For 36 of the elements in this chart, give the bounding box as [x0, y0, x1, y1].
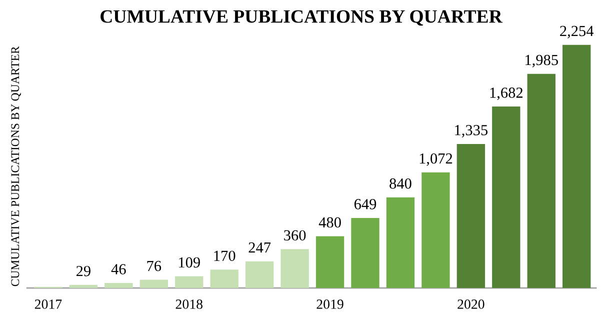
- data-label: 360: [284, 230, 306, 240]
- chart-title: CUMULATIVE PUBLICATIONS BY QUARTER: [100, 10, 503, 26]
- bar: [316, 236, 344, 288]
- data-label: 46: [111, 264, 126, 274]
- data-label: 1,682: [490, 88, 522, 100]
- data-label: 1,985: [526, 54, 558, 68]
- bar: [69, 284, 98, 288]
- x-tick-label: 2019: [316, 300, 344, 309]
- data-label: 109: [179, 257, 200, 268]
- data-label: 29: [76, 266, 90, 276]
- bar: [492, 106, 520, 288]
- x-tick-label: 2020: [458, 300, 484, 309]
- bar: [386, 197, 415, 288]
- bar: [280, 249, 309, 288]
- data-label: 170: [214, 250, 236, 261]
- data-label: 1,335: [455, 125, 488, 138]
- bar: [175, 276, 204, 288]
- bar: [562, 44, 591, 288]
- bar: [140, 280, 168, 288]
- bar: [210, 270, 238, 288]
- bar: [245, 261, 274, 288]
- x-tick-label: 2018: [176, 300, 202, 309]
- data-label: 247: [248, 242, 271, 253]
- data-label: 480: [318, 217, 341, 228]
- x-tick-label: 2017: [34, 300, 62, 309]
- bar: [456, 144, 486, 288]
- data-label: 1,072: [420, 153, 452, 166]
- data-label: 649: [354, 199, 376, 210]
- bar: [527, 74, 556, 288]
- data-label: 76: [147, 260, 162, 272]
- bar: [351, 218, 380, 288]
- y-axis-title: CUMULATIVE PUBLICATIONS BY QUARTER: [11, 46, 21, 286]
- bar: [422, 172, 450, 288]
- bar: [104, 283, 133, 288]
- data-label: 2,254: [560, 26, 594, 38]
- data-label: 840: [390, 178, 412, 189]
